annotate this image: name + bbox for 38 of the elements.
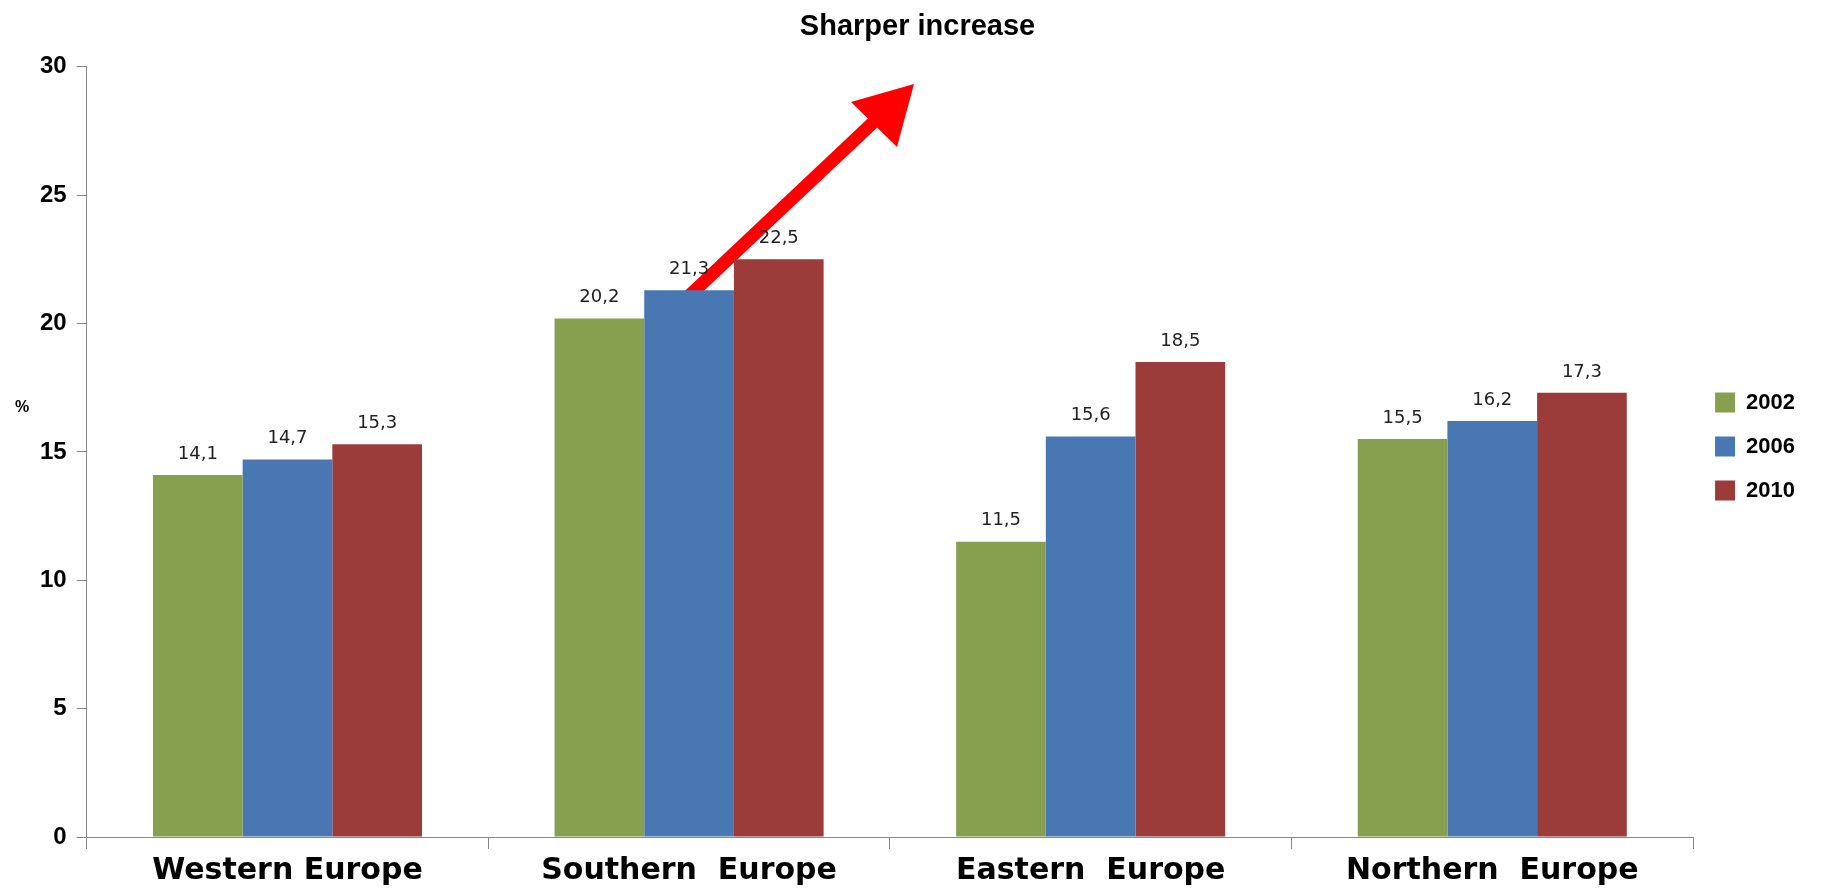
y-axis-title: % xyxy=(14,397,30,415)
data-label: 15,5 xyxy=(1382,405,1423,427)
bar xyxy=(242,459,333,837)
bar xyxy=(1537,392,1627,837)
data-label: 11,5 xyxy=(980,508,1022,530)
x-tick-label: Western Europe xyxy=(152,850,423,886)
y-tick-label: 0 xyxy=(53,821,67,849)
x-tick-label: Eastern Europe xyxy=(955,850,1226,886)
bar xyxy=(1135,362,1226,837)
data-label: 21,3 xyxy=(669,256,710,278)
bar xyxy=(152,475,243,837)
chart-title: Sharper increase xyxy=(799,9,1036,42)
y-tick-label: 10 xyxy=(39,564,67,592)
bar xyxy=(1045,436,1136,837)
x-tick-label: Southern Europe xyxy=(541,850,837,886)
x-tick-label: Northern Europe xyxy=(1345,850,1639,886)
data-label: 22,5 xyxy=(758,226,799,248)
bar xyxy=(1447,421,1538,837)
y-tick-label: 20 xyxy=(39,308,67,336)
data-label: 18,5 xyxy=(1160,328,1201,350)
y-tick-label: 15 xyxy=(39,436,67,464)
data-label: 16,2 xyxy=(1472,387,1513,409)
bar xyxy=(332,444,423,837)
y-tick-label: 30 xyxy=(39,51,67,79)
data-label: 17,3 xyxy=(1561,359,1602,381)
data-label: 20,2 xyxy=(579,285,620,307)
legend-label: 2010 xyxy=(1746,476,1796,502)
data-label: 14,7 xyxy=(267,426,308,448)
y-tick-label: 25 xyxy=(39,179,67,207)
bar xyxy=(554,318,645,837)
legend-label: 2002 xyxy=(1746,388,1796,414)
y-tick-label: 5 xyxy=(53,693,67,721)
bar xyxy=(956,541,1046,837)
data-label: 15,6 xyxy=(1070,403,1111,425)
data-label: 15,3 xyxy=(357,410,398,432)
legend-label: 2006 xyxy=(1746,432,1796,458)
data-label: 14,1 xyxy=(177,441,218,463)
bar xyxy=(1357,439,1448,837)
